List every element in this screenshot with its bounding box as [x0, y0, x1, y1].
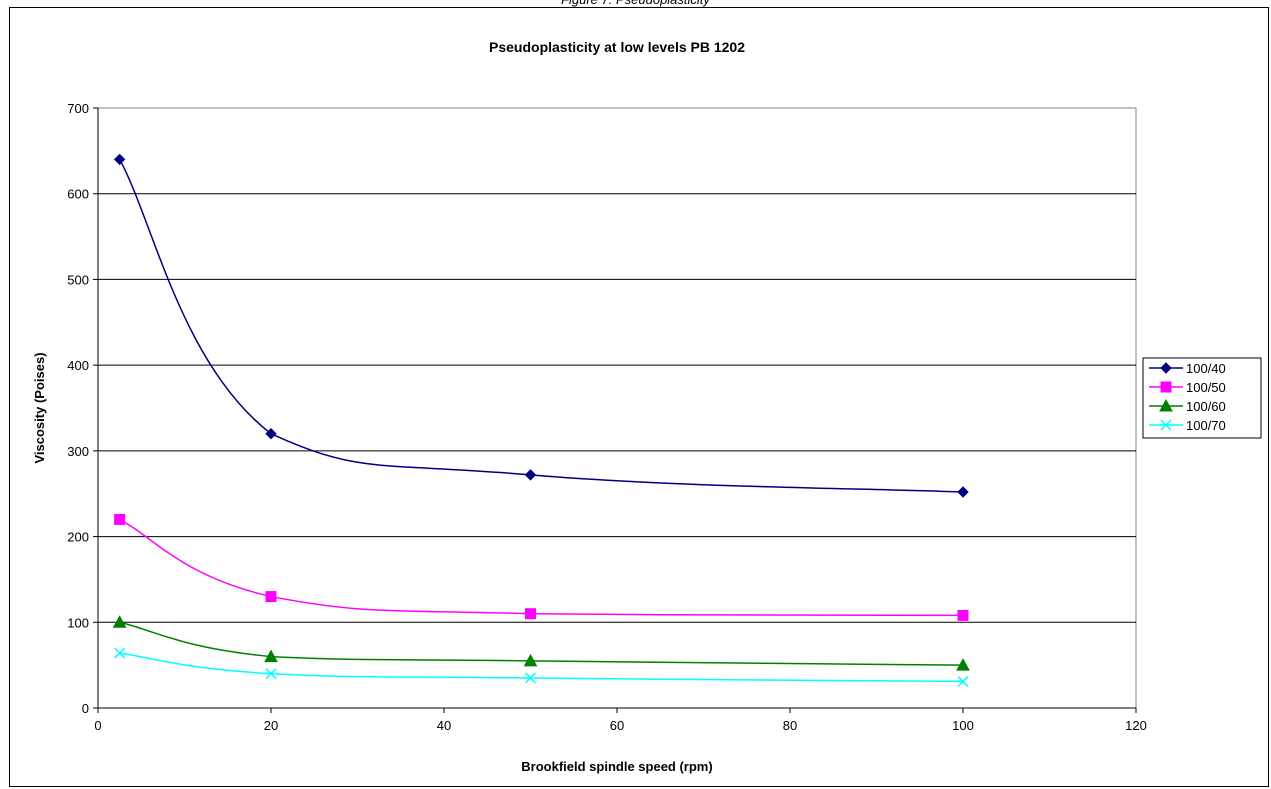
legend-label: 100/40	[1186, 361, 1226, 376]
y-tick-label: 0	[82, 701, 89, 716]
x-tick-label: 0	[94, 718, 101, 733]
x-tick-label: 120	[1125, 718, 1147, 733]
data-point	[114, 647, 126, 659]
legend-label: 100/70	[1186, 418, 1226, 433]
data-point	[956, 658, 970, 671]
data-point	[114, 513, 126, 525]
data-point	[264, 649, 278, 663]
legend-marker	[1160, 362, 1172, 374]
y-tick-label: 500	[67, 272, 89, 287]
legend-label: 100/50	[1186, 380, 1226, 395]
x-tick-label: 40	[437, 718, 451, 733]
y-tick-labels: 0 100 200 300 400 500 600 700	[67, 101, 89, 716]
x-tick-label: 100	[952, 718, 974, 733]
legend-label: 100/60	[1186, 399, 1226, 414]
legend-entry: 100/40	[1149, 361, 1226, 376]
data-point	[265, 591, 277, 603]
marker-stroke	[524, 672, 537, 684]
series-100-50	[114, 513, 969, 621]
marker-stroke	[265, 668, 277, 680]
legend: 100/40 100/50 100/60 100/70	[1142, 357, 1262, 439]
legend-marker	[1159, 398, 1173, 412]
y-tick-label: 400	[67, 358, 89, 373]
y-tick-label: 300	[67, 444, 89, 459]
data-point	[265, 668, 277, 680]
data-point	[525, 608, 536, 620]
legend-marker	[1160, 419, 1172, 431]
chart-title: Pseudoplasticity at low levels PB 1202	[489, 39, 745, 55]
axes	[93, 107, 1137, 713]
series-line	[118, 159, 964, 493]
data-point	[113, 153, 126, 166]
x-tick-label: 80	[783, 718, 797, 733]
series-100-40	[113, 153, 969, 498]
marker-stroke	[114, 647, 126, 659]
x-axis-label: Brookfield spindle speed (rpm)	[521, 759, 712, 774]
data-point	[524, 672, 537, 684]
data-point	[957, 486, 969, 498]
y-tick-label: 100	[67, 615, 89, 630]
x-tick-label: 20	[264, 718, 278, 733]
legend-entry: 100/60	[1149, 398, 1226, 414]
marker-stroke	[957, 675, 969, 687]
figure-caption: Figure 7: Pseudoplasticity	[0, 0, 1271, 8]
data-point	[523, 653, 538, 667]
legend-entry: 100/50	[1149, 380, 1226, 395]
series-line	[119, 621, 964, 666]
legend-marker	[1160, 381, 1172, 393]
data-point	[524, 469, 537, 481]
y-tick-label: 700	[67, 101, 89, 116]
x-tick-label: 60	[610, 718, 624, 733]
series-layer	[112, 153, 970, 687]
data-point	[957, 609, 969, 621]
y-tick-label: 200	[67, 530, 89, 545]
data-point	[957, 675, 969, 687]
data-point	[112, 615, 127, 628]
x-tick-labels: 0 20 40 60 80 100 120	[94, 718, 1146, 733]
y-axis-label: Viscosity (Poises)	[32, 352, 47, 463]
gridlines	[98, 193, 1136, 623]
series-100-70	[114, 647, 969, 687]
series-line	[119, 518, 964, 617]
y-tick-label: 600	[67, 187, 89, 202]
plot-area	[97, 107, 1137, 709]
legend-entry: 100/70	[1149, 418, 1226, 433]
series-100-60	[112, 615, 970, 671]
data-point	[265, 428, 277, 440]
series-line	[119, 652, 964, 683]
marker-stroke	[1160, 419, 1172, 431]
